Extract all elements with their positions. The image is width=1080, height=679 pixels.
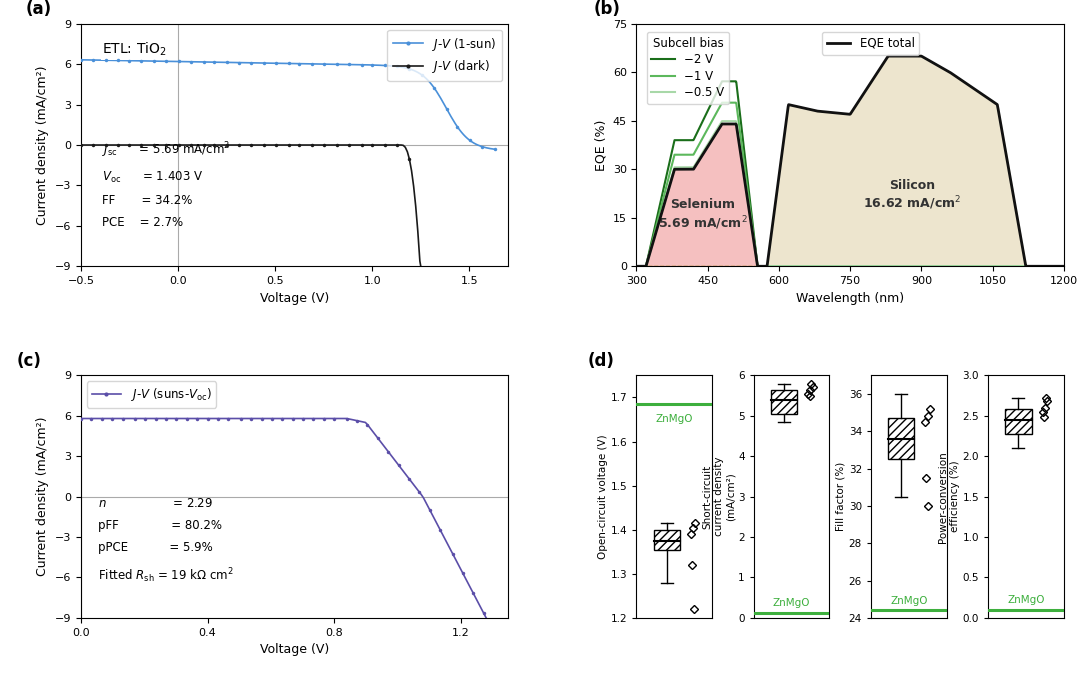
Text: ZnMgO: ZnMgO <box>1008 595 1044 605</box>
Text: ETL: TiO$_2$: ETL: TiO$_2$ <box>103 41 167 58</box>
Legend: EQE total: EQE total <box>822 32 919 54</box>
Text: ZnMgO: ZnMgO <box>656 414 693 424</box>
X-axis label: Voltage (V): Voltage (V) <box>260 291 329 305</box>
X-axis label: Wavelength (nm): Wavelength (nm) <box>796 291 904 305</box>
X-axis label: Voltage (V): Voltage (V) <box>260 643 329 656</box>
Y-axis label: Short-circuit
current density
(mA/cm²): Short-circuit current density (mA/cm²) <box>702 457 735 536</box>
Y-axis label: Open-circuit voltage (V): Open-circuit voltage (V) <box>598 435 608 559</box>
Text: (c): (c) <box>17 352 42 369</box>
Y-axis label: Current density (mA/cm²): Current density (mA/cm²) <box>37 417 50 576</box>
Legend: $J$-$V$ (1-sun), $J$-$V$ (dark): $J$-$V$ (1-sun), $J$-$V$ (dark) <box>388 30 502 81</box>
Legend: $J$-$V$ (suns-$V_{\rm oc}$): $J$-$V$ (suns-$V_{\rm oc}$) <box>86 382 216 407</box>
Y-axis label: EQE (%): EQE (%) <box>594 120 607 170</box>
FancyBboxPatch shape <box>888 418 915 459</box>
Text: Selenium
5.69 mA/cm$^2$: Selenium 5.69 mA/cm$^2$ <box>658 198 747 232</box>
Text: $J_{\rm sc}$      = 5.69 mA/cm$^2$
$V_{\rm oc}$      = 1.403 V
FF       = 34.2%
: $J_{\rm sc}$ = 5.69 mA/cm$^2$ $V_{\rm oc… <box>103 140 231 229</box>
FancyBboxPatch shape <box>771 390 797 414</box>
Text: (d): (d) <box>588 352 615 369</box>
Text: (a): (a) <box>26 0 52 18</box>
Y-axis label: Fill factor (%): Fill factor (%) <box>836 462 846 531</box>
FancyBboxPatch shape <box>653 530 680 549</box>
Text: (b): (b) <box>594 0 621 18</box>
Text: Silicon
16.62 mA/cm$^2$: Silicon 16.62 mA/cm$^2$ <box>863 179 961 213</box>
Y-axis label: Current density (mA/cm²): Current density (mA/cm²) <box>37 65 50 225</box>
Text: $n$                  = 2.29
pFF              = 80.2%
pPCE           = 5.9%
Fitte: $n$ = 2.29 pFF = 80.2% pPCE = 5.9% Fitte <box>98 496 233 585</box>
Y-axis label: Power-conversion
efficiency (%): Power-conversion efficiency (%) <box>939 451 960 543</box>
FancyBboxPatch shape <box>1005 409 1031 434</box>
Text: ZnMgO: ZnMgO <box>890 595 928 606</box>
Text: ZnMgO: ZnMgO <box>773 598 810 608</box>
